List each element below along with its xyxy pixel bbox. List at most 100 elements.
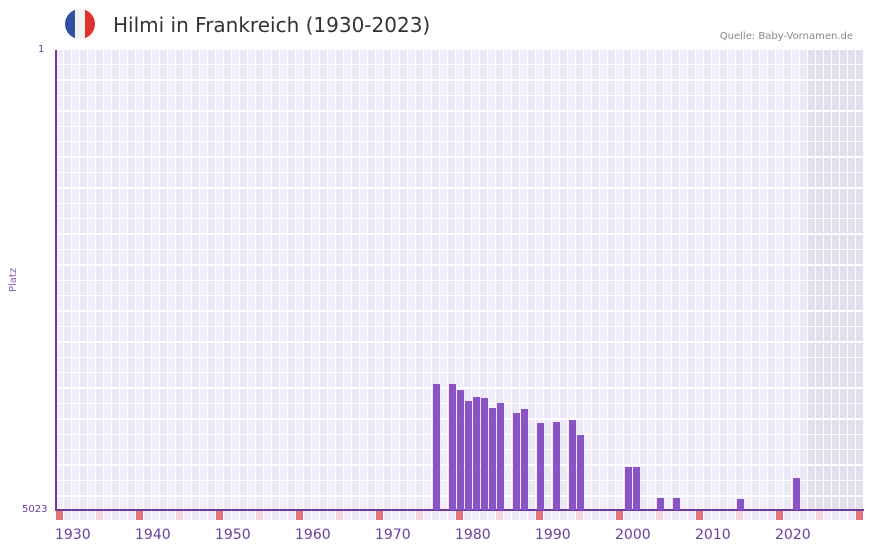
grid-cell [840, 188, 847, 203]
year-marker [568, 511, 575, 520]
grid-cell [640, 50, 647, 64]
grid-cell [448, 327, 455, 342]
grid-cell [760, 342, 767, 357]
grid-cell [664, 311, 671, 326]
grid-cell [680, 281, 687, 295]
grid-cell [272, 65, 279, 80]
grid-cell [536, 265, 543, 280]
grid-cell [120, 404, 127, 419]
grid-cell [632, 188, 639, 203]
grid-cell [680, 234, 687, 249]
grid-cell [568, 342, 575, 357]
grid-cell [856, 327, 863, 342]
grid-cell [648, 450, 655, 465]
bar-1988[interactable] [521, 408, 528, 510]
grid-cell [584, 127, 591, 141]
year-marker [136, 511, 143, 520]
grid-cell [104, 219, 111, 234]
grid-cell [168, 265, 175, 280]
bar-1984[interactable] [489, 407, 496, 510]
grid-cell [224, 250, 231, 265]
grid-cell [336, 281, 343, 295]
grid-cell [480, 173, 487, 188]
bar-2005[interactable] [657, 498, 664, 510]
bar-1987[interactable] [513, 412, 520, 510]
grid-cell [744, 342, 751, 357]
bar-1983[interactable] [481, 397, 488, 510]
grid-cell [656, 234, 663, 249]
bar-2015[interactable] [737, 499, 744, 510]
grid-cell [712, 342, 719, 357]
grid-cell [456, 188, 463, 203]
grid-cell [680, 173, 687, 188]
bar-2002[interactable] [633, 466, 640, 510]
grid-cell [272, 296, 279, 311]
grid-cell [272, 50, 279, 64]
grid-cell [208, 358, 215, 372]
grid-cell [256, 419, 263, 434]
grid-cell [560, 465, 567, 480]
grid-cell [600, 157, 607, 172]
bar-1979[interactable] [449, 383, 456, 510]
grid-cell [392, 142, 399, 157]
grid-cell [288, 465, 295, 480]
grid-cell [816, 188, 823, 203]
grid-cell [688, 127, 695, 141]
grid-cell [608, 296, 615, 311]
x-tick-label: 1930 [55, 527, 91, 543]
bar-1994[interactable] [569, 419, 576, 510]
grid-cell [136, 234, 143, 249]
bar-1977[interactable] [433, 383, 440, 510]
grid-cell [168, 450, 175, 465]
grid-cell [64, 404, 71, 419]
grid-cell [736, 419, 743, 434]
grid-cell [608, 450, 615, 465]
grid-cell [288, 281, 295, 295]
bar-1995[interactable] [577, 434, 584, 510]
bar-1992[interactable] [553, 421, 560, 510]
grid-cell [792, 173, 799, 188]
bar-1982[interactable] [473, 396, 480, 510]
grid-cell [328, 80, 335, 95]
grid-cell [440, 157, 447, 172]
grid-cell [608, 80, 615, 95]
grid-cell [72, 358, 79, 372]
x-tick-label: 1950 [215, 527, 251, 543]
grid-cell [416, 281, 423, 295]
grid-cell [688, 265, 695, 280]
grid-cell [568, 234, 575, 249]
grid-cell [512, 296, 519, 311]
year-marker [432, 511, 439, 520]
grid-cell [336, 481, 343, 496]
bar-1985[interactable] [497, 403, 504, 510]
grid-cell [160, 234, 167, 249]
grid-cell [744, 50, 751, 64]
grid-cell [328, 296, 335, 311]
grid-cell [832, 96, 839, 111]
bar-2001[interactable] [625, 466, 632, 510]
grid-cell [392, 358, 399, 372]
grid-cell [104, 450, 111, 465]
grid-cell [144, 388, 151, 403]
grid-cell [296, 481, 303, 496]
grid-cell [312, 265, 319, 280]
grid-cell [368, 173, 375, 188]
grid-cell [120, 142, 127, 157]
grid-cell [432, 204, 439, 218]
bar-1990[interactable] [537, 422, 544, 510]
grid-cell [352, 496, 359, 511]
bar-1981[interactable] [465, 400, 472, 510]
grid-cell [80, 373, 87, 388]
grid-cell [576, 234, 583, 249]
bar-1980[interactable] [457, 390, 464, 510]
grid-cell [768, 419, 775, 434]
grid-cell [80, 435, 87, 449]
grid-cell [176, 127, 183, 141]
grid-cell [592, 188, 599, 203]
bar-2007[interactable] [673, 498, 680, 510]
grid-cell [624, 219, 631, 234]
bar-2022[interactable] [793, 478, 800, 510]
grid-cell [232, 173, 239, 188]
grid-cell [744, 127, 751, 141]
year-marker [152, 511, 159, 520]
